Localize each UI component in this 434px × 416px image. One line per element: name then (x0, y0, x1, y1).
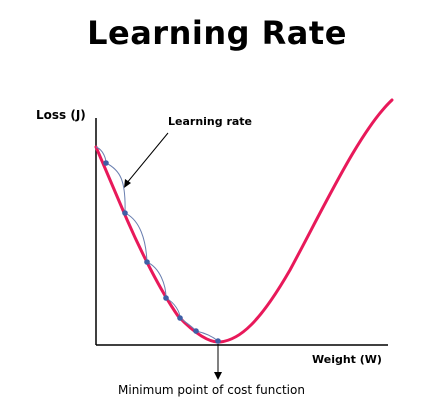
step-point (103, 160, 109, 166)
learning-rate-annotation: Learning rate (168, 115, 253, 128)
step-point (122, 210, 128, 216)
minimum-point-arrow (214, 344, 222, 380)
y-axis-label: Loss (J) (36, 108, 86, 122)
x-axis-label: Weight (W) (312, 353, 382, 366)
step-point (177, 315, 183, 321)
minimum-point-annotation: Minimum point of cost function (118, 383, 305, 397)
step-point (193, 328, 199, 334)
learning-step-path (95, 146, 219, 342)
cost-curve (94, 98, 394, 344)
step-point (215, 338, 221, 344)
step-points (103, 160, 221, 344)
step-point (144, 259, 150, 265)
step-point (163, 295, 169, 301)
diagram-title: Learning Rate (87, 14, 347, 52)
learning-rate-arrow (124, 132, 169, 188)
